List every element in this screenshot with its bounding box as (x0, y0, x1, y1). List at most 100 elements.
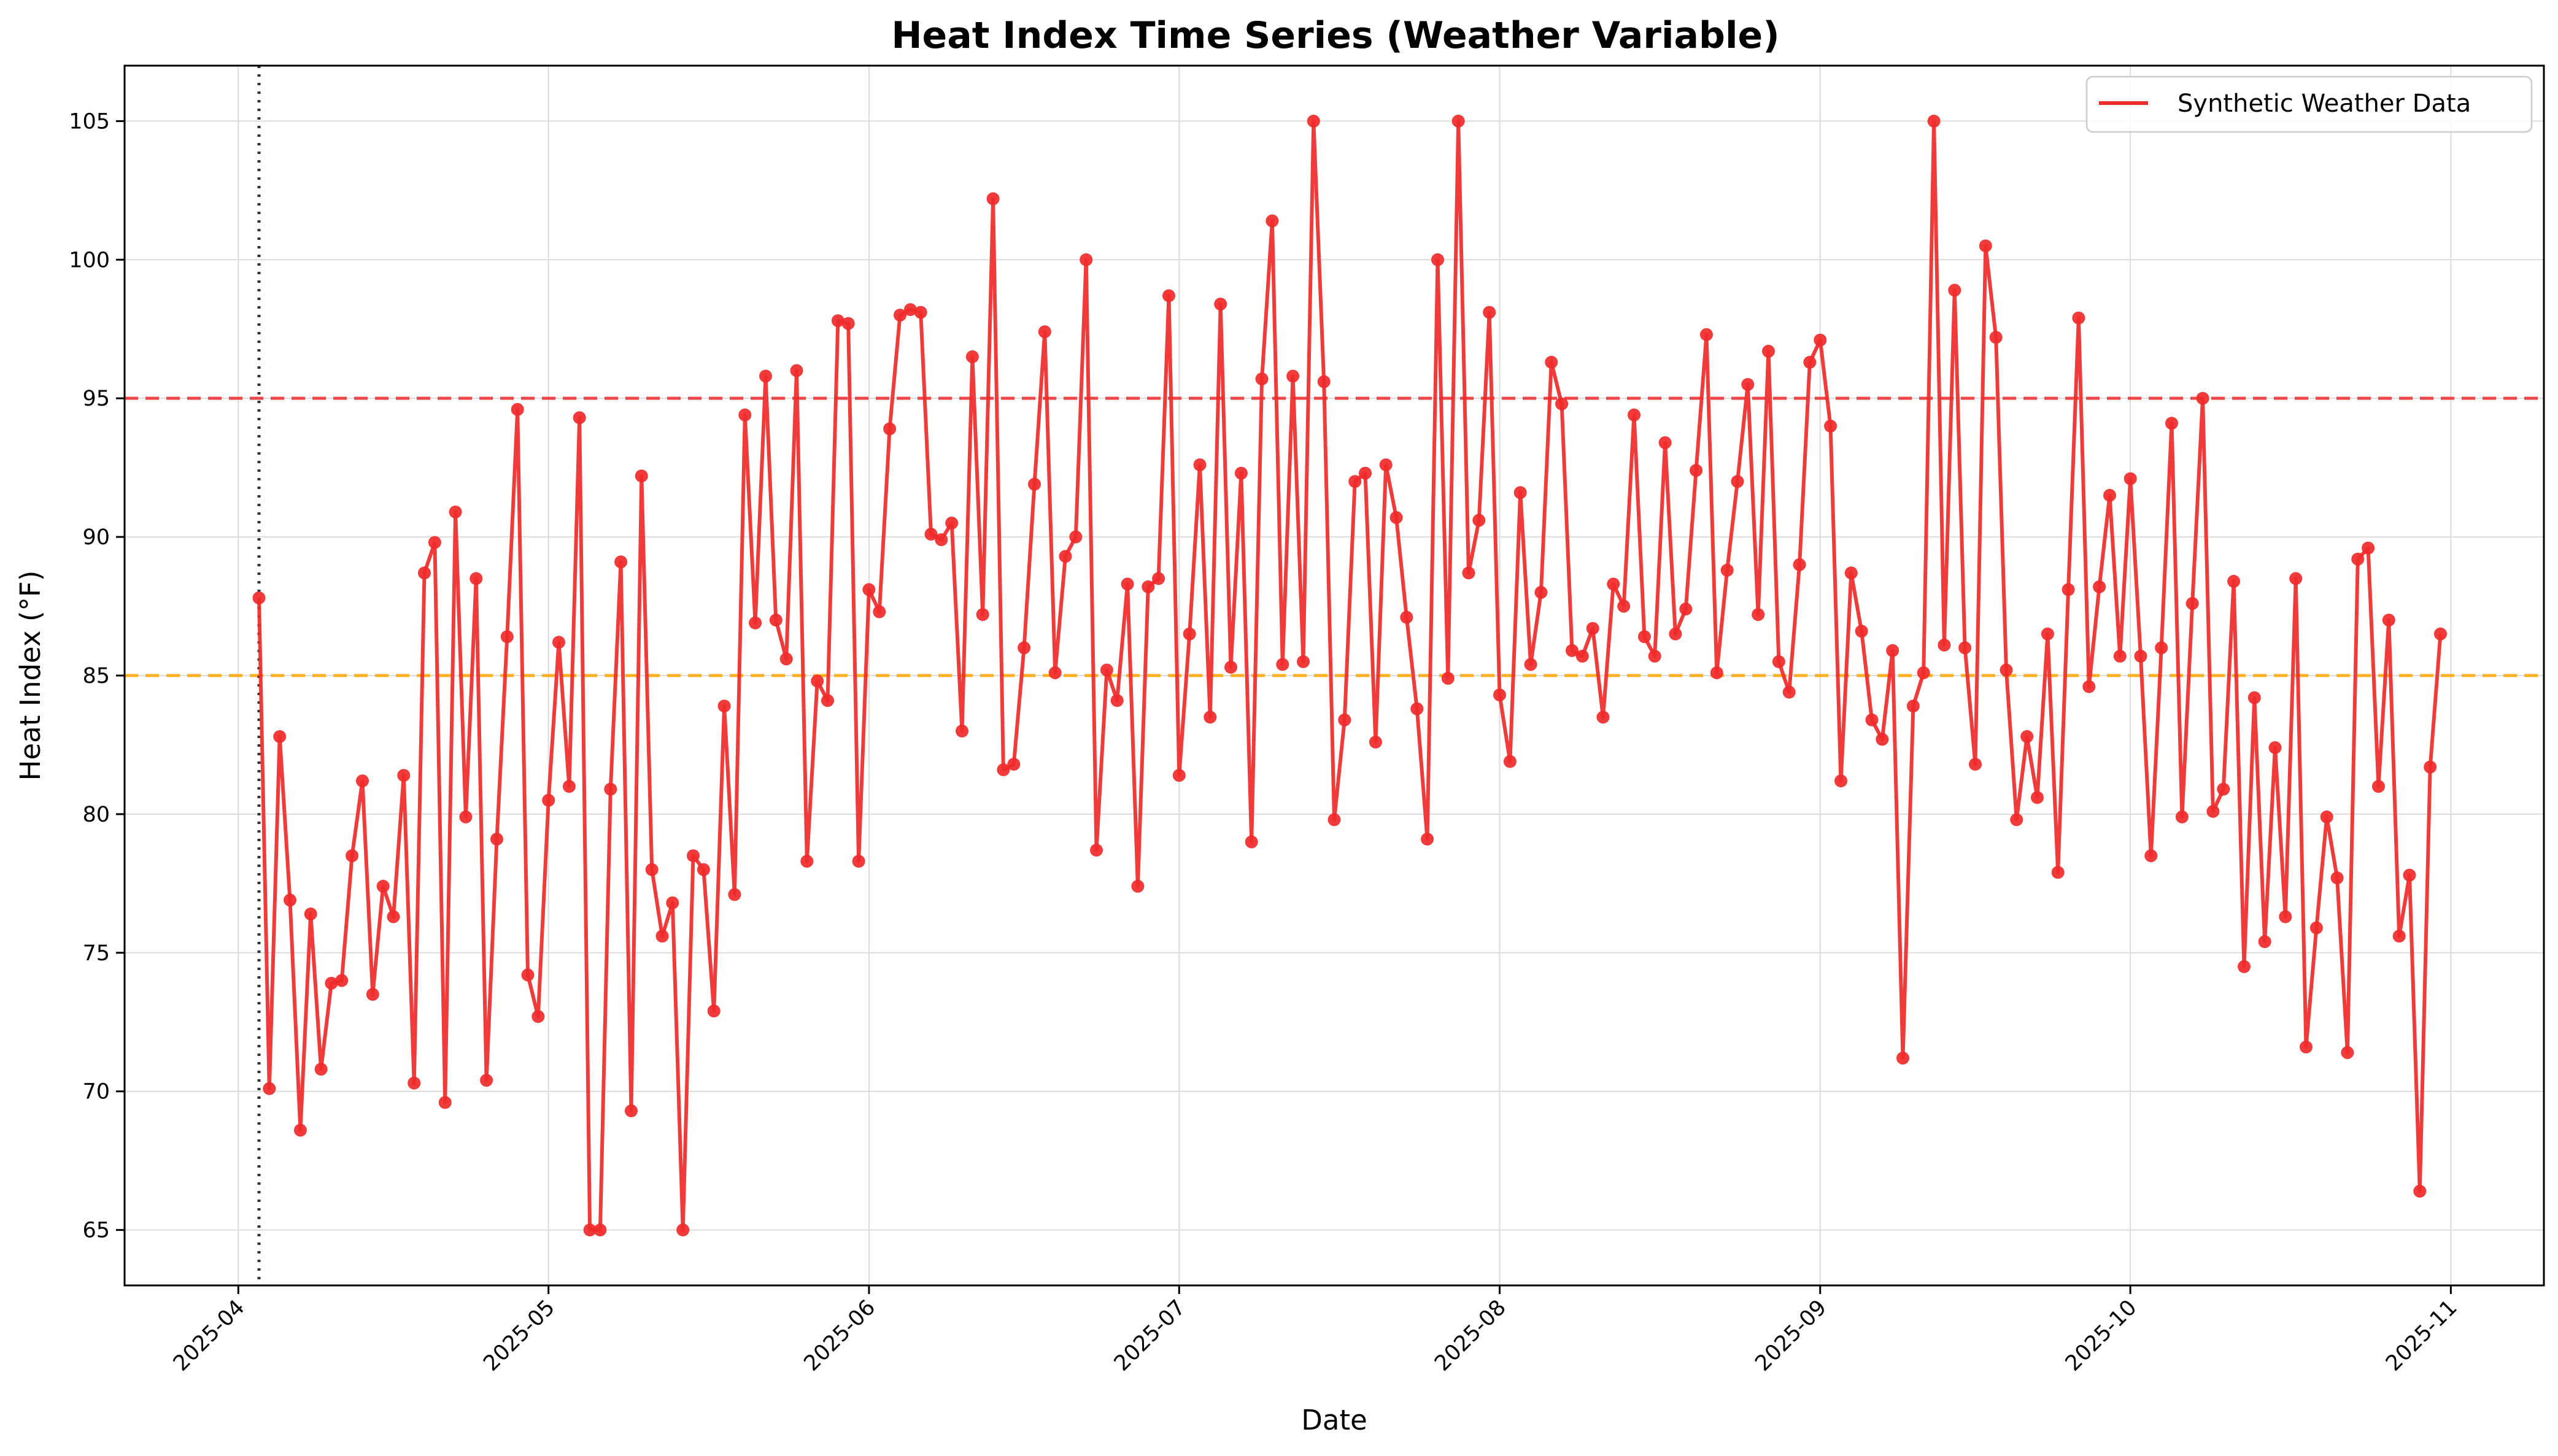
data-point (1731, 475, 1744, 488)
data-point (1844, 566, 1858, 580)
data-point (2103, 488, 2116, 502)
data-point (2010, 813, 2023, 826)
data-point (1566, 644, 1578, 657)
data-point (2155, 641, 2168, 655)
data-point (1276, 658, 1289, 671)
data-point (490, 833, 503, 846)
data-point (2289, 572, 2303, 585)
data-point (1307, 114, 1320, 128)
data-point (759, 369, 772, 383)
data-point (1679, 603, 1693, 616)
data-point (1048, 666, 1062, 679)
data-point (2434, 627, 2447, 641)
data-point (1327, 813, 1341, 826)
legend: Synthetic Weather Data (2085, 75, 2533, 133)
data-point (1379, 458, 1393, 472)
data-point (1720, 563, 1734, 577)
x-axis-label: Date (1301, 1404, 1367, 1436)
data-point (1059, 550, 1072, 563)
data-point (263, 1082, 276, 1095)
data-point (2196, 391, 2209, 405)
data-point (428, 536, 441, 549)
data-point (325, 977, 338, 990)
data-point (2330, 871, 2344, 885)
data-point (1762, 344, 1775, 358)
data-point (2020, 730, 2034, 743)
data-point (1400, 611, 1413, 624)
data-point (1069, 530, 1083, 544)
data-point (1286, 369, 1300, 383)
data-point (1172, 769, 1186, 782)
data-point (1824, 419, 1837, 433)
data-point (2134, 649, 2147, 663)
data-point (1524, 658, 1537, 671)
data-point (749, 616, 762, 630)
data-point (1245, 835, 1258, 849)
data-point (2093, 580, 2106, 593)
data-point (2424, 760, 2437, 774)
data-point (2258, 935, 2271, 949)
data-point (1121, 577, 1134, 591)
data-point (1534, 586, 1548, 599)
y-tick-label: 65 (82, 1219, 110, 1243)
data-point (2413, 1184, 2427, 1198)
data-point (1989, 331, 2003, 344)
data-point (676, 1223, 690, 1237)
data-point (1183, 627, 1196, 641)
data-point (531, 1010, 545, 1023)
data-point (1938, 638, 1951, 652)
data-point (2113, 649, 2127, 663)
data-point (790, 364, 803, 377)
data-point (769, 614, 782, 627)
data-point (2403, 868, 2416, 882)
data-point (1317, 375, 1331, 388)
data-point (1090, 844, 1103, 857)
data-point (459, 810, 473, 823)
data-point (2000, 663, 2013, 677)
data-point (2351, 552, 2365, 566)
data-point (1575, 649, 1589, 663)
data-point (697, 863, 710, 876)
y-tick-label: 80 (82, 803, 110, 827)
legend-label: Synthetic Weather Data (2177, 90, 2471, 118)
data-point (1741, 378, 1755, 391)
data-point (1596, 711, 1610, 724)
data-point (1503, 755, 1517, 768)
data-point (1193, 458, 1207, 472)
y-tick-label: 100 (69, 248, 110, 272)
data-point (2300, 1040, 2313, 1053)
data-point (1441, 672, 1455, 685)
data-point (1876, 733, 1889, 746)
data-point (779, 652, 793, 666)
data-point (894, 309, 906, 322)
data-point (511, 403, 524, 416)
data-point (387, 910, 400, 923)
data-point (469, 572, 483, 585)
y-axis-label: Heat Index (°F) (14, 571, 47, 781)
data-point (1080, 253, 1093, 266)
data-point (552, 636, 565, 649)
data-point (2031, 791, 2044, 804)
series-line (257, 119, 2443, 1232)
data-point (811, 674, 824, 688)
data-point (2144, 849, 2158, 863)
data-point (408, 1076, 421, 1090)
data-point (2082, 680, 2096, 693)
data-point (862, 583, 876, 596)
data-point (1451, 114, 1465, 128)
data-point (2309, 921, 2323, 934)
data-point (1979, 239, 1992, 253)
data-point (997, 763, 1010, 777)
data-point (635, 469, 648, 483)
data-point (2051, 866, 2065, 879)
data-point (1493, 688, 1506, 702)
data-point (438, 1096, 452, 1109)
data-point (1865, 713, 1879, 726)
data-point (1886, 644, 1899, 657)
data-point (738, 408, 752, 422)
data-point (655, 930, 669, 943)
data-point (1793, 558, 1806, 571)
data-point (449, 505, 462, 518)
